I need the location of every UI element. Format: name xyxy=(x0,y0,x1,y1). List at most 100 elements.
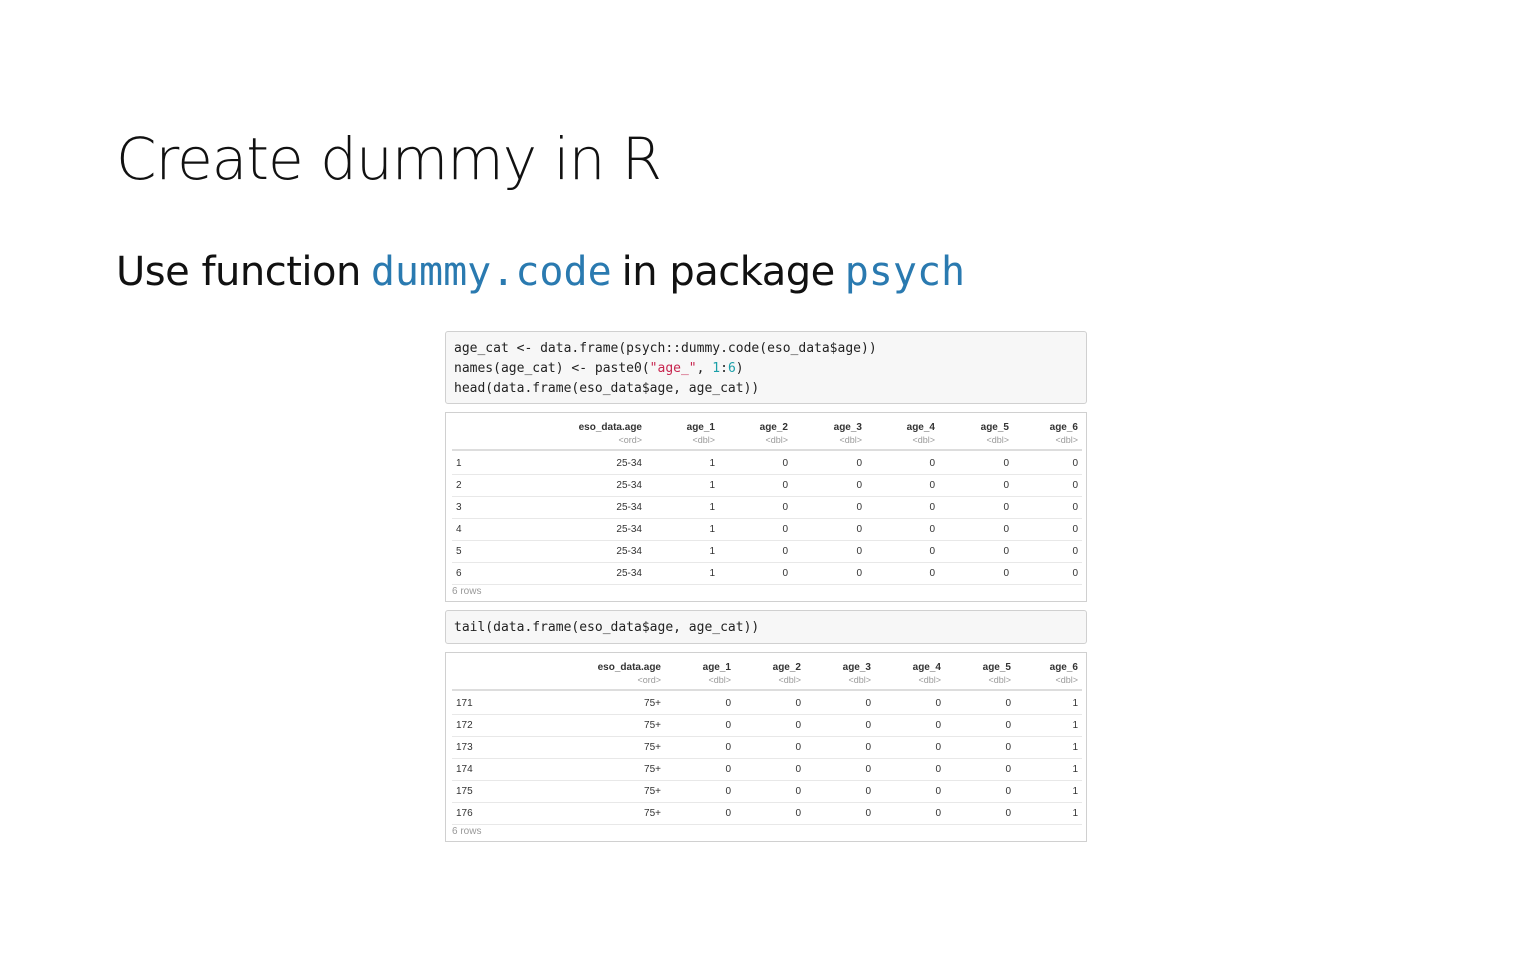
column-type: <dbl> xyxy=(719,433,792,451)
table-cell: 75+ xyxy=(512,758,665,781)
code-token: names(age_cat) <- paste0( xyxy=(454,361,650,376)
table-cell: 0 xyxy=(792,562,866,585)
table-cell: 0 xyxy=(866,496,939,519)
table-cell: 0 xyxy=(866,474,939,497)
table-cell: 0 xyxy=(945,714,1015,737)
rows-count: 6 rows xyxy=(452,826,482,837)
column-header[interactable]: age_1 xyxy=(702,662,731,673)
table-cell: 25-34 xyxy=(500,496,646,519)
table-cell: 0 xyxy=(805,714,875,737)
table-cell: 0 xyxy=(719,474,792,497)
slide-title: Create dummy in R xyxy=(116,125,662,193)
table-cell: 0 xyxy=(665,714,735,737)
subtitle-prefix: Use function xyxy=(116,249,361,295)
column-header[interactable]: age_4 xyxy=(912,662,941,673)
row-index: 171 xyxy=(452,690,512,715)
table-cell: 75+ xyxy=(512,802,665,825)
column-header[interactable]: eso_data.age xyxy=(578,422,642,433)
column-type: <ord> xyxy=(500,433,646,451)
table-row: 173 75+ 0 0 0 0 0 1 xyxy=(452,736,1082,759)
table-cell: 0 xyxy=(735,758,805,781)
table-cell: 1 xyxy=(646,450,719,475)
table-cell: 0 xyxy=(719,450,792,475)
table-cell: 0 xyxy=(805,802,875,825)
column-type xyxy=(452,433,500,451)
table-cell: 25-34 xyxy=(500,540,646,563)
column-type: <dbl> xyxy=(646,433,719,451)
table-cell: 0 xyxy=(1013,474,1082,497)
table-row: 3 25-34 1 0 0 0 0 0 xyxy=(452,496,1082,519)
code-line-2: names(age_cat) <- paste0("age_", 1:6) xyxy=(454,359,1078,379)
column-type: <dbl> xyxy=(875,673,945,691)
table-cell: 0 xyxy=(939,540,1013,563)
column-header[interactable]: age_5 xyxy=(980,422,1009,433)
table-cell: 0 xyxy=(875,736,945,759)
row-index: 3 xyxy=(452,496,500,519)
code-number: 1 xyxy=(712,361,721,376)
table-cell: 0 xyxy=(875,802,945,825)
column-header[interactable]: age_6 xyxy=(1049,422,1078,433)
column-header[interactable]: age_2 xyxy=(759,422,788,433)
column-type: <dbl> xyxy=(805,673,875,691)
column-header[interactable] xyxy=(452,413,500,433)
column-header[interactable]: eso_data.age xyxy=(597,662,661,673)
table-row: 6 25-34 1 0 0 0 0 0 xyxy=(452,562,1082,585)
column-header[interactable]: age_3 xyxy=(842,662,871,673)
code-number: 6 xyxy=(727,361,736,376)
table-cell: 25-34 xyxy=(500,562,646,585)
table-cell: 0 xyxy=(665,690,735,715)
table-cell: 0 xyxy=(1013,518,1082,541)
table-cell: 1 xyxy=(1015,690,1082,715)
table-cell: 0 xyxy=(866,450,939,475)
table-cell: 0 xyxy=(939,496,1013,519)
table-cell: 0 xyxy=(665,802,735,825)
column-header[interactable]: age_4 xyxy=(906,422,935,433)
column-type: <dbl> xyxy=(1015,673,1082,691)
table-cell: 0 xyxy=(1013,540,1082,563)
table-cell: 0 xyxy=(735,736,805,759)
table-cell: 0 xyxy=(792,474,866,497)
table-cell: 0 xyxy=(875,758,945,781)
table-cell: 75+ xyxy=(512,780,665,803)
table-cell: 25-34 xyxy=(500,518,646,541)
code-chunk-tail: tail(data.frame(eso_data$age, age_cat)) xyxy=(445,610,1087,644)
row-index: 176 xyxy=(452,802,512,825)
table-cell: 1 xyxy=(646,518,719,541)
column-type: <dbl> xyxy=(792,433,866,451)
column-type xyxy=(452,673,512,691)
code-string: "age_" xyxy=(649,361,697,376)
column-header[interactable]: age_3 xyxy=(833,422,862,433)
row-index: 6 xyxy=(452,562,500,585)
column-header[interactable]: age_5 xyxy=(982,662,1011,673)
row-index: 2 xyxy=(452,474,500,497)
table-row: 171 75+ 0 0 0 0 0 1 xyxy=(452,690,1082,715)
table-cell: 0 xyxy=(945,736,1015,759)
table-cell: 1 xyxy=(1015,802,1082,825)
table-cell: 0 xyxy=(805,758,875,781)
code-token: , xyxy=(696,361,713,376)
table-cell: 1 xyxy=(1015,780,1082,803)
column-header[interactable]: age_2 xyxy=(772,662,801,673)
code-line-tail: tail(data.frame(eso_data$age, age_cat)) xyxy=(454,620,760,635)
table-row: 4 25-34 1 0 0 0 0 0 xyxy=(452,518,1082,541)
row-index: 1 xyxy=(452,450,500,475)
table-cell: 0 xyxy=(875,690,945,715)
column-header[interactable] xyxy=(452,653,512,673)
row-index: 172 xyxy=(452,714,512,737)
row-index: 174 xyxy=(452,758,512,781)
column-header[interactable]: age_6 xyxy=(1049,662,1078,673)
table-cell: 1 xyxy=(1015,714,1082,737)
table-cell: 0 xyxy=(866,562,939,585)
table-cell: 0 xyxy=(665,758,735,781)
column-header[interactable]: age_1 xyxy=(686,422,715,433)
table-cell: 0 xyxy=(939,562,1013,585)
table-cell: 0 xyxy=(945,690,1015,715)
function-name: dummy.code xyxy=(370,249,612,295)
column-type: <dbl> xyxy=(945,673,1015,691)
rows-count: 6 rows xyxy=(452,586,482,597)
data-frame-head: eso_data.age age_1 age_2 age_3 age_4 age_5 age… xyxy=(452,413,1082,585)
table-cell: 1 xyxy=(646,474,719,497)
table-cell: 0 xyxy=(792,450,866,475)
table-cell: 1 xyxy=(646,496,719,519)
package-name: psych xyxy=(844,249,966,295)
